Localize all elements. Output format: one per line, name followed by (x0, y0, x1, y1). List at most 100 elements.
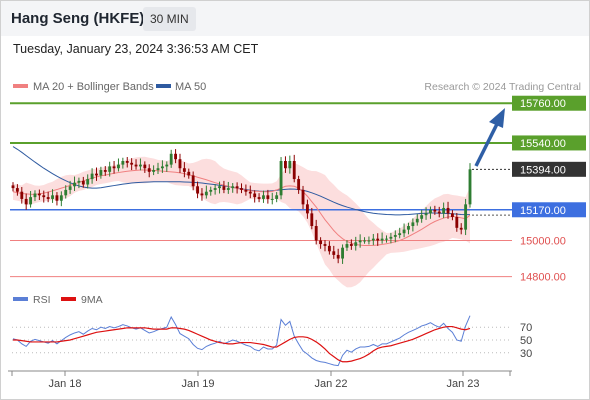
timeframe-button[interactable]: 30 MIN (143, 7, 196, 31)
chart-header: Hang Seng (HKFE) 30 MIN (0, 0, 590, 36)
target-arrow-shaft (474, 121, 500, 167)
candle-body (204, 191, 208, 196)
candle-body (288, 161, 292, 169)
candle-body (178, 159, 182, 169)
timestamp: Tuesday, January 23, 2024 3:36:53 AM CET (13, 42, 259, 56)
candle-body (20, 191, 24, 199)
candle-body (108, 166, 112, 172)
candle-body (420, 215, 424, 219)
candle-body (319, 240, 323, 245)
candle-body (354, 242, 358, 246)
level-label-3: 15170.00 (520, 205, 566, 217)
candle-body (59, 195, 63, 201)
candle-body (81, 180, 85, 185)
candle-body (345, 244, 349, 248)
candle-body (169, 153, 173, 165)
candle-body (218, 186, 221, 189)
candle-body (240, 188, 243, 190)
candle-body (213, 188, 217, 190)
candle-body (433, 209, 437, 212)
candle-body (455, 216, 459, 228)
candle-body (407, 226, 410, 230)
candle-body (90, 173, 94, 180)
candle-body (99, 170, 103, 176)
candle-body (402, 229, 406, 234)
level-tag-1 (512, 135, 586, 151)
candle-body (464, 204, 468, 230)
level-label-4: 15000.00 (520, 235, 566, 247)
candle-body (389, 236, 393, 239)
level-label-2: 15394.00 (520, 164, 566, 176)
candle-body (398, 233, 402, 236)
candle-body (77, 180, 81, 183)
level-label-5: 14800.00 (520, 272, 566, 284)
candle-body (297, 179, 301, 190)
rsi-tick-label-1: 50 (520, 335, 532, 347)
candle-body (182, 168, 186, 172)
rsi-tick-label-0: 70 (520, 322, 532, 334)
candle-body (33, 193, 37, 198)
rsi-ma-line (13, 325, 471, 363)
rsi-ma-legend-label: 9MA (81, 294, 103, 306)
candle-body (305, 204, 309, 214)
x-tick-label-1: Jan 19 (181, 378, 214, 390)
candle-body (103, 170, 107, 172)
candle-body (68, 186, 72, 190)
candle-body (64, 189, 68, 196)
candle-body (450, 213, 454, 217)
x-tick-label-0: Jan 18 (48, 378, 81, 390)
level-label-1: 15540.00 (520, 138, 566, 150)
candle-body (235, 186, 239, 189)
candle-body (371, 238, 375, 241)
candle-body (226, 188, 230, 190)
candle-body (174, 153, 178, 160)
candle-body (125, 161, 129, 163)
level-label-0: 15760.00 (520, 98, 566, 110)
candle-body (187, 171, 191, 176)
candle-body (117, 164, 120, 169)
candle-body (11, 185, 15, 189)
candle-body (244, 189, 248, 192)
candle-body (209, 189, 213, 192)
candle-body (46, 197, 50, 199)
candle-body (437, 211, 441, 214)
candle-body (160, 166, 164, 169)
candle-body (363, 240, 366, 242)
candle-body (358, 240, 362, 243)
candle-body (284, 161, 287, 169)
level-tag-0 (512, 95, 586, 111)
candle-body (393, 235, 397, 237)
candle-body (310, 213, 314, 227)
candle-body (86, 179, 90, 185)
candle-body (248, 191, 252, 194)
candle-body (191, 175, 195, 187)
candle-body (156, 168, 160, 171)
candle-body (459, 227, 463, 230)
candle-body (200, 193, 204, 196)
rsi-tick-label-2: 30 (520, 348, 532, 360)
candle-body (424, 213, 428, 216)
candle-body (279, 161, 283, 196)
candle-body (275, 195, 279, 199)
candle-body (415, 218, 419, 223)
candle-body (446, 207, 450, 214)
candle-body (196, 186, 199, 194)
candle-body (336, 254, 340, 259)
candle-body (292, 161, 296, 180)
candle-body (130, 162, 134, 165)
level-tag-2 (512, 161, 586, 177)
candle-body (376, 238, 380, 241)
research-credit: Research © 2024 Trading Central (424, 81, 581, 93)
candle-body (73, 182, 76, 187)
ma50-legend-label: MA 50 (175, 81, 206, 93)
candle-body (262, 195, 265, 199)
candle-body (143, 164, 147, 169)
candle-body (134, 164, 138, 167)
candle-body (222, 186, 226, 190)
candle-body (15, 188, 19, 192)
level-tag-3 (512, 202, 586, 218)
x-tick-label-3: Jan 23 (446, 378, 479, 390)
x-tick-label-2: Jan 22 (314, 378, 347, 390)
candle-body (231, 186, 235, 189)
candle-body (385, 238, 388, 240)
